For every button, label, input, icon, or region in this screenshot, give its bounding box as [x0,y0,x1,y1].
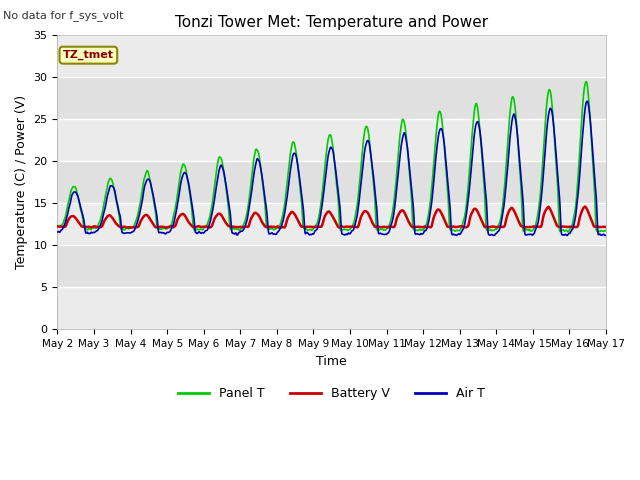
Air T [538,195,545,201]
Panel T [417,227,424,233]
Panel T [488,228,496,234]
Air T [162,230,170,236]
Battery V [162,225,170,230]
Panel T [237,226,244,232]
Air T [417,231,424,237]
Air T [175,190,183,195]
Line: Panel T: Panel T [58,82,606,232]
Air T [237,228,244,234]
Panel T [564,229,572,235]
Panel T [537,185,545,191]
Title: Tonzi Tower Met: Temperature and Power: Tonzi Tower Met: Temperature and Power [175,15,488,30]
Bar [58,245,606,288]
Battery V [54,224,61,229]
Panel T [582,79,590,84]
Battery V [237,224,245,229]
Bar [58,204,606,245]
Air T [488,232,496,238]
Battery V [163,225,170,230]
Bar [58,77,606,120]
Battery V [176,213,184,219]
Bar [58,36,606,77]
Battery V [538,223,545,229]
Text: TZ_tmet: TZ_tmet [63,50,114,60]
Air T [602,232,610,238]
Air T [490,233,498,239]
Air T [583,98,591,104]
Panel T [175,178,183,183]
Text: No data for f_sys_volt: No data for f_sys_volt [3,10,124,21]
Bar [58,288,606,329]
Air T [54,229,61,235]
Legend: Panel T, Battery V, Air T: Panel T, Battery V, Air T [173,383,490,406]
Line: Air T: Air T [58,101,606,236]
Panel T [54,223,61,228]
Battery V [489,224,497,229]
Bar [58,161,606,204]
X-axis label: Time: Time [316,355,347,368]
Battery V [417,224,425,230]
Bar [58,120,606,161]
Panel T [162,226,170,232]
Line: Battery V: Battery V [58,207,606,228]
Y-axis label: Temperature (C) / Power (V): Temperature (C) / Power (V) [15,96,28,269]
Battery V [602,224,610,230]
Panel T [602,228,610,234]
Battery V [581,204,589,210]
